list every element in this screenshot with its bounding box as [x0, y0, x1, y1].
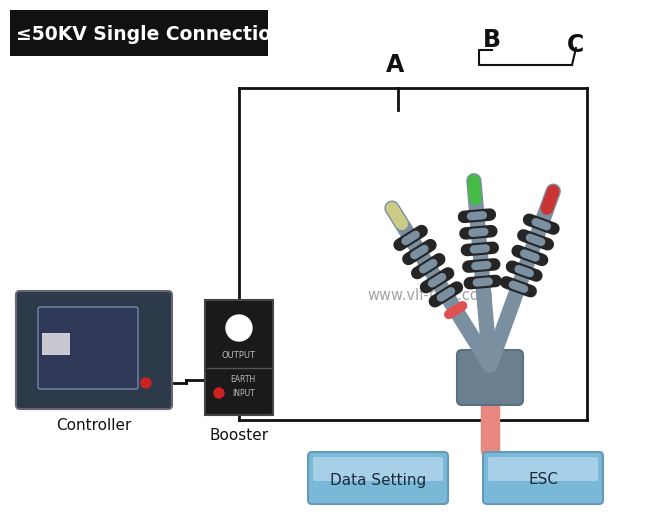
Text: ESC: ESC: [528, 472, 558, 488]
FancyBboxPatch shape: [313, 457, 443, 481]
Text: B: B: [483, 28, 501, 52]
FancyBboxPatch shape: [457, 350, 523, 405]
Text: C: C: [566, 33, 583, 57]
Text: www.vlf-test.com: www.vlf-test.com: [367, 288, 493, 302]
FancyBboxPatch shape: [483, 452, 603, 504]
Text: Booster: Booster: [210, 428, 269, 442]
Circle shape: [226, 315, 252, 341]
FancyBboxPatch shape: [308, 452, 448, 504]
FancyBboxPatch shape: [16, 291, 172, 409]
Text: INPUT: INPUT: [233, 389, 256, 398]
FancyBboxPatch shape: [205, 300, 273, 415]
Text: Data Setting: Data Setting: [330, 472, 426, 488]
FancyBboxPatch shape: [42, 333, 70, 355]
Circle shape: [141, 378, 151, 388]
Text: Controller: Controller: [57, 418, 131, 432]
Text: A: A: [386, 53, 404, 77]
FancyBboxPatch shape: [10, 10, 268, 56]
FancyBboxPatch shape: [488, 457, 598, 481]
Text: EARTH: EARTH: [231, 376, 256, 385]
Text: ≤50KV Single Connection: ≤50KV Single Connection: [16, 25, 284, 44]
Circle shape: [214, 388, 224, 398]
Text: OUTPUT: OUTPUT: [222, 350, 256, 359]
FancyBboxPatch shape: [38, 307, 138, 389]
